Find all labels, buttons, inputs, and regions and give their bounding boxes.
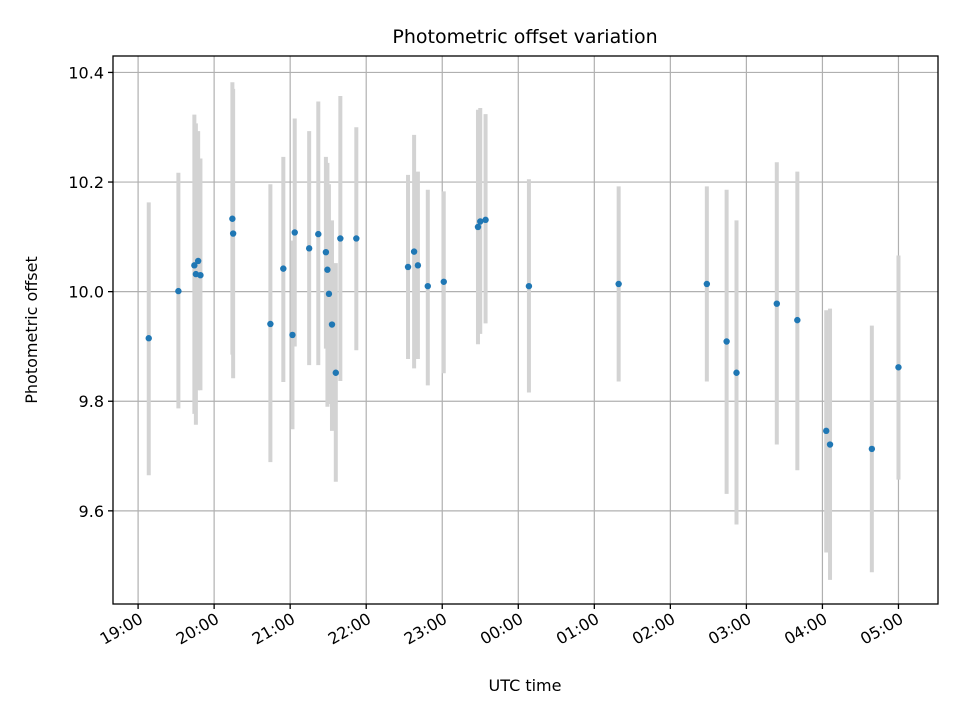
data-point <box>291 229 298 236</box>
data-point <box>194 257 202 265</box>
data-point <box>615 280 622 288</box>
data-point <box>733 369 740 376</box>
data-point <box>229 230 237 237</box>
data-point <box>482 216 489 224</box>
data-point <box>414 262 422 269</box>
plot-frame <box>112 55 939 605</box>
chart-title: Photometric offset variation <box>392 26 657 48</box>
data-point <box>353 235 360 242</box>
data-point <box>723 338 730 345</box>
data-point <box>410 248 418 255</box>
y-axis-label: Photometric offset <box>22 256 41 404</box>
data-point <box>332 369 339 376</box>
y-tick-label: 10.0 <box>68 283 104 302</box>
y-tick-label: 10.2 <box>68 173 104 192</box>
data-point <box>794 316 801 324</box>
data-point <box>280 265 287 272</box>
data-points <box>145 215 902 453</box>
data-point <box>440 278 447 285</box>
data-point <box>229 215 236 222</box>
data-point <box>289 331 296 339</box>
data-point <box>823 427 830 435</box>
data-point <box>267 320 274 328</box>
data-point <box>191 262 198 269</box>
data-point <box>305 245 313 252</box>
data-point <box>324 266 331 273</box>
data-point <box>703 280 711 288</box>
data-point <box>525 282 533 290</box>
y-tick-label: 9.8 <box>79 392 104 411</box>
data-point <box>404 263 412 271</box>
data-point <box>868 445 876 453</box>
data-point <box>337 235 344 242</box>
data-point <box>773 300 781 307</box>
data-point <box>474 223 482 231</box>
data-point <box>315 230 322 238</box>
data-point <box>328 321 336 328</box>
y-tick-label: 10.4 <box>68 63 104 82</box>
x-axis-label: UTC time <box>489 676 562 695</box>
data-point <box>424 282 431 290</box>
y-axis: 9.6 9.8 10.0 10.2 10.4 <box>68 63 113 521</box>
data-point <box>197 272 204 279</box>
data-point <box>826 441 834 448</box>
data-point <box>895 364 902 371</box>
y-tick-label: 9.6 <box>79 502 104 521</box>
data-point <box>325 290 333 298</box>
data-point <box>175 287 182 295</box>
data-point <box>477 218 484 225</box>
data-point <box>145 335 152 342</box>
data-point <box>322 248 330 256</box>
